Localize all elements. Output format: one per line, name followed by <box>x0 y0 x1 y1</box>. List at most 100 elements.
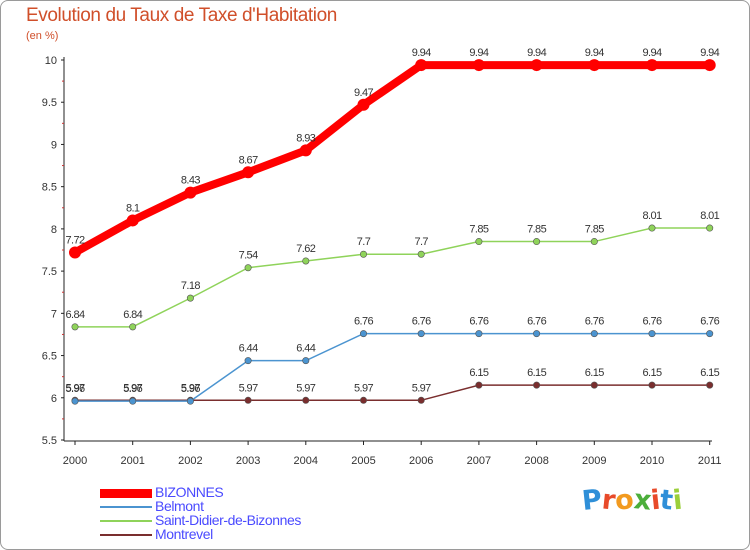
data-point <box>648 224 656 232</box>
data-label: 9.94 <box>642 47 661 59</box>
data-point <box>417 396 425 404</box>
data-point <box>129 397 137 405</box>
data-label: 5.97 <box>412 382 431 394</box>
data-label: 6.76 <box>700 316 719 328</box>
y-tick-label: 5.5 <box>42 435 57 447</box>
chart-title: Evolution du Taux de Taxe d'Habitation <box>26 5 337 26</box>
data-point <box>186 397 194 405</box>
data-label: 6.15 <box>585 367 604 379</box>
data-point <box>359 330 367 338</box>
data-point <box>533 330 541 338</box>
series-line-belmont <box>75 332 710 402</box>
data-label: 8.01 <box>642 210 661 222</box>
data-point <box>588 59 601 72</box>
x-tick-label: 2008 <box>524 455 548 467</box>
x-tick-label: 2009 <box>582 455 606 467</box>
series-line-bizonnes <box>71 61 714 257</box>
legend-item: Belmont <box>100 498 500 515</box>
legend-swatch <box>100 489 152 498</box>
proxiti-logo: Proxiti <box>580 484 684 517</box>
data-label: 5.97 <box>181 382 200 394</box>
data-label: 7.7 <box>414 236 428 248</box>
data-label: 5.97 <box>296 382 315 394</box>
legend-swatch <box>100 506 152 508</box>
data-label: 6.76 <box>469 316 488 328</box>
data-point <box>475 238 483 246</box>
data-point <box>590 381 598 389</box>
y-tick-label: 6.5 <box>42 351 57 363</box>
data-point <box>706 330 714 338</box>
x-tick-label: 2005 <box>351 455 375 467</box>
data-label: 7.72 <box>65 235 84 247</box>
data-label: 9.47 <box>354 87 373 99</box>
legend-label: Saint-Didier-de-Bizonnes <box>155 512 302 528</box>
data-label: 6.15 <box>700 367 719 379</box>
data-label: 7.18 <box>181 280 200 292</box>
data-label: 6.44 <box>239 343 258 355</box>
x-tick-label: 2010 <box>640 455 664 467</box>
data-point <box>417 250 425 258</box>
data-point <box>126 214 139 227</box>
data-label: 8.67 <box>239 154 258 166</box>
data-label: 8.93 <box>296 132 315 144</box>
data-point <box>242 166 255 179</box>
data-label: 8.01 <box>700 210 719 222</box>
data-label: 5.97 <box>65 382 84 394</box>
data-label: 7.62 <box>296 243 315 255</box>
data-point <box>299 144 312 157</box>
y-tick-label: 7.5 <box>42 266 57 278</box>
data-point <box>590 330 598 338</box>
data-point <box>703 59 716 72</box>
line-chart: 5.5 6 6.5 7 7.5 8 8.5 9 9.5 10 2000 2001 2002 2003 200… <box>42 47 722 467</box>
data-label: 6.84 <box>123 309 142 321</box>
legend-label: Belmont <box>155 498 204 514</box>
data-point <box>184 186 197 199</box>
legend-item: Saint-Didier-de-Bizonnes <box>100 512 500 529</box>
data-point <box>359 396 367 404</box>
series-line-saint-didier-de-bizonnes <box>75 227 710 328</box>
data-point <box>357 98 370 111</box>
data-label: 5.97 <box>354 382 373 394</box>
data-label: 8.1 <box>126 202 140 214</box>
data-point <box>417 330 425 338</box>
data-label: 9.94 <box>585 47 604 59</box>
y-tick-label: 10 <box>45 55 57 67</box>
data-point <box>533 381 541 389</box>
data-label: 6.84 <box>65 309 84 321</box>
data-point <box>244 264 252 272</box>
x-tick-label: 2004 <box>294 455 318 467</box>
data-label: 6.76 <box>585 316 604 328</box>
data-point <box>646 59 658 72</box>
data-label: 6.15 <box>527 367 546 379</box>
data-label: 9.94 <box>527 47 546 59</box>
data-label: 5.97 <box>239 382 258 394</box>
data-point <box>530 59 543 72</box>
data-label: 9.94 <box>700 47 719 59</box>
data-label: 5.96 <box>181 383 200 395</box>
data-label: 5.96 <box>123 383 142 395</box>
legend-label: Montrevel <box>155 526 213 542</box>
x-tick-label: 2003 <box>236 455 260 467</box>
data-label: 6.76 <box>412 316 431 328</box>
data-label: 6.76 <box>354 316 373 328</box>
data-point <box>244 396 252 404</box>
data-point <box>302 357 310 365</box>
y-tick-label: 9 <box>51 139 57 151</box>
data-label: 6.76 <box>527 316 546 328</box>
y-tick-label: 6 <box>51 393 57 405</box>
data-label: 7.85 <box>527 224 546 236</box>
data-label: 9.94 <box>469 47 488 59</box>
series-line-montrevel <box>75 384 710 402</box>
legend-swatch <box>100 520 152 522</box>
x-tick-label: 2001 <box>120 455 144 467</box>
data-point <box>186 294 194 302</box>
data-point <box>648 330 656 338</box>
data-label: 6.15 <box>469 367 488 379</box>
data-point <box>706 224 714 232</box>
data-point <box>533 238 541 246</box>
legend-label: BIZONNES <box>155 484 224 500</box>
data-point <box>359 250 367 258</box>
data-point <box>472 59 485 72</box>
data-label: 5.96 <box>65 383 84 395</box>
